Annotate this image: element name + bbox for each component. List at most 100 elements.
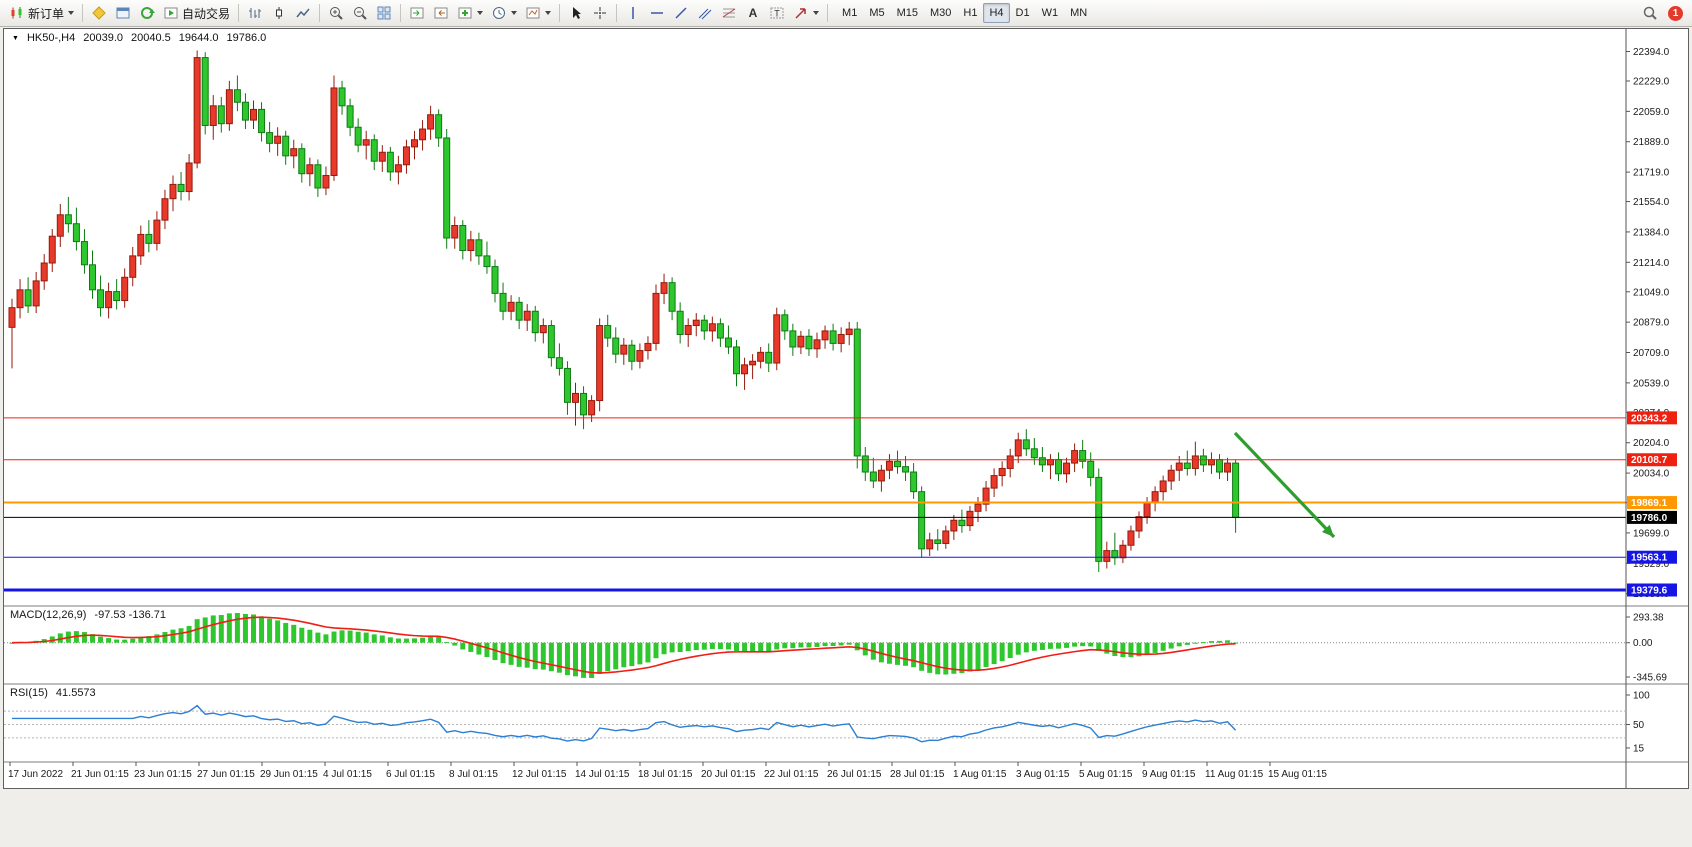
svg-text:20 Jul 01:15: 20 Jul 01:15 [701,769,756,780]
channel-button[interactable] [693,2,717,24]
zoom-out-button[interactable] [348,2,372,24]
svg-text:20108.7: 20108.7 [1631,455,1668,466]
svg-text:19699.0: 19699.0 [1633,528,1670,539]
svg-text:50: 50 [1633,720,1645,731]
candlestick-chart-button[interactable] [267,2,291,24]
market-watch-icon [116,7,130,19]
svg-text:26 Jul 01:15: 26 Jul 01:15 [827,769,882,780]
horizontal-line-icon [651,12,664,14]
svg-text:A: A [749,6,758,20]
metaeditor-icon [92,6,106,20]
templates-button[interactable] [521,2,555,24]
timeframe-m30-button[interactable]: M30 [930,7,952,19]
macd-signal-line [11,616,1236,674]
toolbar-separator [82,4,84,22]
rsi-scale: 100 50 15 [1626,691,1650,754]
price-label-19563.1: 19563.1 [1627,550,1677,564]
toolbar-separator [827,4,829,22]
svg-text:15 Aug 01:15: 15 Aug 01:15 [1268,769,1327,780]
svg-text:3 Aug 01:15: 3 Aug 01:15 [1016,769,1070,780]
svg-text:28 Jul 01:15: 28 Jul 01:15 [890,769,945,780]
svg-text:-345.69: -345.69 [1633,673,1667,684]
timeframe-h4-button[interactable]: H4 [983,3,1010,23]
fibonacci-button[interactable] [717,2,741,24]
svg-text:1 Aug 01:15: 1 Aug 01:15 [953,769,1007,780]
svg-text:19869.1: 19869.1 [1631,498,1668,509]
chart-plot-area[interactable] [4,29,1626,606]
tile-windows-icon [377,6,391,20]
metaeditor-button[interactable] [87,2,111,24]
price-label-19869.1: 19869.1 [1627,496,1677,510]
cursor-button[interactable] [564,2,588,24]
main-toolbar: 新订单 自动交易 A T [0,0,1692,27]
svg-text:27 Jun 01:15: 27 Jun 01:15 [197,769,255,780]
svg-text:5 Aug 01:15: 5 Aug 01:15 [1079,769,1133,780]
trendline-icon [675,7,687,19]
auto-scroll-button[interactable] [405,2,429,24]
refresh-icon [141,7,156,19]
svg-text:23 Jun 01:15: 23 Jun 01:15 [134,769,192,780]
bar-chart-button[interactable] [243,2,267,24]
indicators-button[interactable] [453,2,487,24]
timeframe-m5-button[interactable]: M5 [869,7,885,19]
autotrade-button[interactable]: 自动交易 [159,2,234,24]
arrows-tool-button[interactable] [789,2,823,24]
chart-shift-icon [434,7,448,19]
svg-text:20539.0: 20539.0 [1633,378,1670,389]
text-label-button[interactable]: T [765,2,789,24]
market-watch-button[interactable] [111,2,135,24]
candlestick-chart-icon [276,7,283,19]
timeframe-m1-button[interactable]: M1 [842,7,858,19]
price-label-20108.7: 20108.7 [1627,453,1677,467]
templates-icon [526,7,540,19]
timeframe-h1-button[interactable]: H1 [963,7,978,19]
chart-canvas[interactable]: 22394.0 22229.0 22059.0 21889.0 21719.0 21554… [4,29,1688,788]
zoom-in-button[interactable] [324,2,348,24]
auto-scroll-icon [410,7,424,19]
toolbar-separator [400,4,402,22]
fibonacci-icon [722,8,736,18]
notification-badge[interactable]: 1 [1668,5,1683,21]
svg-text:21719.0: 21719.0 [1633,168,1670,179]
periods-button[interactable] [487,2,521,24]
trendline-button[interactable] [669,2,693,24]
svg-text:19563.1: 19563.1 [1631,553,1668,564]
trend-arrow-annotation[interactable] [1233,431,1336,539]
toolbar-separator [559,4,561,22]
horizontal-line-button[interactable] [645,2,669,24]
new-order-button[interactable]: 新订单 [5,2,78,24]
svg-text:29 Jun 01:15: 29 Jun 01:15 [260,769,318,780]
svg-text:293.38: 293.38 [1633,613,1664,624]
svg-text:20204.0: 20204.0 [1633,438,1670,449]
macd-histogram [9,613,1239,678]
timeframe-d1-button[interactable]: D1 [1015,7,1030,19]
price-label-19786.0: 19786.0 [1627,510,1677,524]
crosshair-button[interactable] [588,2,612,24]
refresh-button[interactable] [135,2,159,24]
svg-text:17 Jun 2022: 17 Jun 2022 [8,769,63,780]
macd-scale: 293.38 0.00 -345.69 [1626,613,1667,684]
svg-text:12 Jul 01:15: 12 Jul 01:15 [512,769,567,780]
text-button[interactable]: A [741,2,765,24]
tile-windows-button[interactable] [372,2,396,24]
timeframe-m15-button[interactable]: M15 [896,7,918,19]
svg-text:19786.0: 19786.0 [1631,513,1668,524]
svg-text:100: 100 [1633,691,1650,702]
timeframe-mn-button[interactable]: MN [1070,7,1088,19]
autotrade-label: 自动交易 [182,6,231,21]
crosshair-icon [594,7,607,19]
timeframe-w1-button[interactable]: W1 [1041,7,1059,19]
vertical-line-button[interactable] [621,2,645,24]
autotrade-icon [164,7,178,19]
svg-text:4 Jul 01:15: 4 Jul 01:15 [323,769,372,780]
toolbar-separator [616,4,618,22]
svg-text:21049.0: 21049.0 [1633,287,1670,298]
chart-shift-button[interactable] [429,2,453,24]
text-label-icon: T [770,7,784,19]
time-scale[interactable]: 17 Jun 2022 21 Jun 01:15 23 Jun 01:15 27 Ju… [8,762,1327,780]
svg-text:22394.0: 22394.0 [1633,47,1670,58]
rsi-line [12,704,1237,743]
line-chart-button[interactable] [291,2,315,24]
search-icon[interactable] [1642,5,1658,21]
svg-text:15: 15 [1633,743,1645,754]
